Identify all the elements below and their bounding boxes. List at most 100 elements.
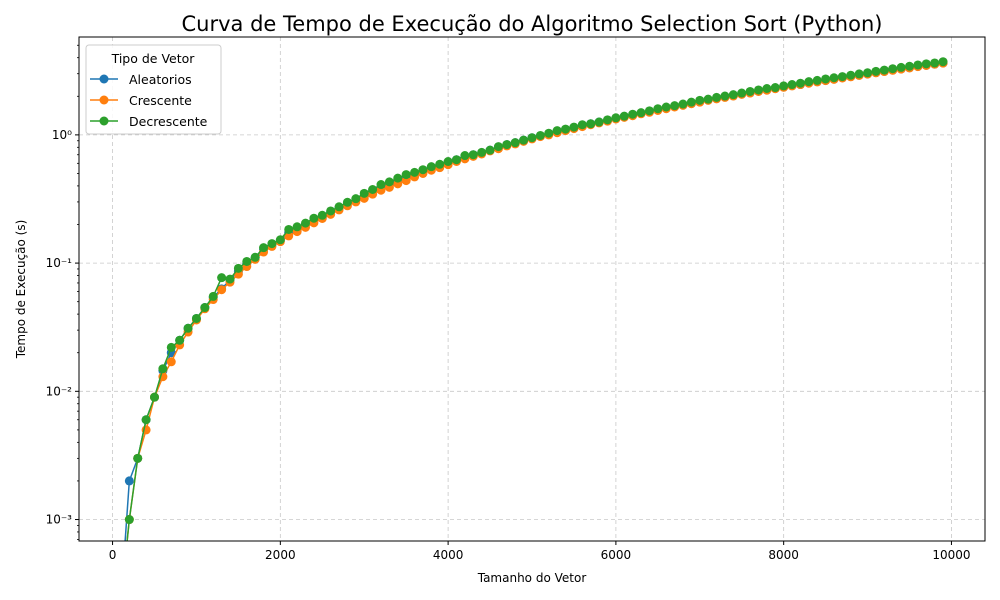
legend-label: Aleatorios <box>129 72 192 87</box>
data-point <box>871 66 881 76</box>
x-tick-label: 2000 <box>265 548 296 562</box>
series-line <box>126 62 944 541</box>
data-point <box>284 224 294 234</box>
data-point <box>779 81 789 91</box>
data-point <box>368 184 378 194</box>
data-point <box>644 106 654 116</box>
data-point <box>544 128 554 138</box>
y-tick-label: 10⁻² <box>46 384 73 398</box>
legend: Tipo de Vetor Aleatorios Crescente Decresc… <box>85 44 222 135</box>
data-point <box>175 335 185 345</box>
data-point <box>384 177 394 187</box>
data-point <box>359 188 369 198</box>
data-point <box>267 239 277 249</box>
data-point <box>754 85 763 95</box>
data-point <box>309 213 319 223</box>
data-point <box>770 83 780 93</box>
legend-item: Crescente <box>90 93 192 108</box>
data-point <box>670 101 680 111</box>
data-point <box>124 515 134 525</box>
data-point <box>846 70 856 80</box>
data-point <box>577 120 587 130</box>
data-point <box>250 252 260 262</box>
data-point <box>863 68 873 78</box>
data-point <box>938 57 948 67</box>
y-tick-label: 10⁻³ <box>46 513 73 527</box>
data-point <box>552 126 562 136</box>
data-point <box>208 291 218 301</box>
data-point <box>493 142 503 152</box>
y-tick-label: 10⁻¹ <box>46 256 73 270</box>
data-point <box>879 65 889 75</box>
data-point <box>762 84 772 94</box>
data-point <box>561 124 571 134</box>
grid <box>79 37 985 541</box>
legend-item: Aleatorios <box>90 72 192 87</box>
x-tick-label: 0 <box>109 548 117 562</box>
data-point <box>930 58 940 68</box>
legend-marker <box>99 116 109 126</box>
data-point <box>821 74 831 84</box>
data-point <box>301 218 310 228</box>
data-point <box>586 119 596 129</box>
data-point <box>242 256 252 266</box>
data-point <box>905 61 914 71</box>
data-point <box>334 202 344 212</box>
data-point <box>787 80 797 90</box>
data-point <box>527 133 537 143</box>
data-point <box>519 135 529 145</box>
data-point <box>275 235 285 245</box>
data-point <box>468 150 478 160</box>
data-point <box>342 197 352 207</box>
legend-item: Decrescente <box>90 114 208 129</box>
data-point <box>603 115 612 125</box>
data-point <box>133 453 143 463</box>
data-point <box>804 77 814 87</box>
legend-items: Aleatorios Crescente Decrescente <box>90 72 208 129</box>
data-point <box>435 159 445 169</box>
data-point <box>535 130 545 140</box>
data-point <box>661 102 671 112</box>
data-point <box>619 111 629 121</box>
data-point <box>745 86 755 96</box>
plot-frame <box>78 36 986 542</box>
data-point <box>317 210 327 220</box>
data-point <box>225 274 235 284</box>
data-point <box>854 69 864 79</box>
data-point <box>477 147 487 157</box>
data-point <box>829 73 839 83</box>
data-point <box>418 165 428 175</box>
data-point <box>326 206 336 216</box>
x-axis: 0 2000 4000 6000 8000 10000 <box>109 541 971 562</box>
data-point <box>888 64 898 74</box>
series-line <box>124 62 944 541</box>
data-point <box>393 173 403 183</box>
data-point <box>426 162 436 172</box>
data-point <box>653 104 663 114</box>
data-point <box>712 92 722 102</box>
data-point <box>460 151 470 161</box>
data-point <box>200 303 210 313</box>
data-point <box>812 75 822 85</box>
data-point <box>686 97 696 107</box>
series-decrescente <box>124 57 948 541</box>
x-axis-title: Tamanho do Vetor <box>477 571 587 585</box>
data-point <box>636 108 646 118</box>
data-point <box>913 60 923 70</box>
data-point <box>158 364 168 374</box>
data-point <box>191 313 201 323</box>
data-point <box>351 194 361 204</box>
data-point <box>401 170 411 180</box>
data-point <box>124 476 134 486</box>
legend-box <box>85 44 222 135</box>
data-point <box>183 323 193 333</box>
data-point <box>259 243 269 253</box>
data-point <box>217 285 227 295</box>
data-point <box>141 415 151 425</box>
legend-label: Decrescente <box>129 114 208 129</box>
legend-label: Crescente <box>129 93 192 108</box>
data-point <box>703 94 713 104</box>
data-point <box>594 117 604 127</box>
x-tick-label: 10000 <box>932 548 970 562</box>
